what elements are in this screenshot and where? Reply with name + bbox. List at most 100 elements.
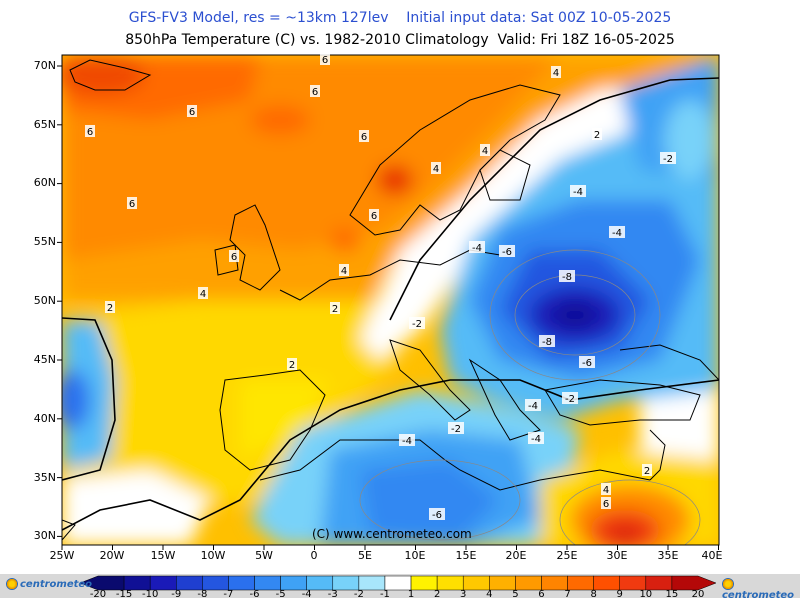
colorbar-cell — [462, 575, 490, 591]
contour-label: -4 — [399, 434, 415, 447]
contour-label: 6 — [127, 197, 137, 210]
svg-text:4: 4 — [433, 164, 439, 175]
contour-label: -4 — [570, 185, 586, 198]
lon-label-15e: 15E — [455, 549, 477, 562]
contour-label: -4 — [525, 399, 541, 412]
svg-text:2: 2 — [332, 304, 338, 315]
colorbar-tick-label: -8 — [197, 589, 208, 600]
colorbar-tick-label: -7 — [223, 589, 234, 600]
lat-label-35n: 35N — [33, 471, 56, 484]
colorbar-cell — [254, 575, 281, 591]
contour-label: 6 — [369, 209, 379, 222]
colorbar-tick-label: 7 — [564, 589, 571, 600]
contour-label: -2 — [562, 392, 578, 405]
colorbar-cell — [489, 575, 516, 591]
contour-label: 2 — [592, 128, 602, 141]
colorbar-tick-label: 8 — [590, 589, 597, 600]
logo-icon — [6, 578, 18, 590]
svg-text:-6: -6 — [582, 358, 592, 369]
colorbar-cell — [228, 575, 255, 591]
svg-text:-2: -2 — [451, 424, 461, 435]
contour-label: -6 — [429, 508, 445, 521]
svg-text:-2: -2 — [412, 319, 422, 330]
contour-label: -8 — [539, 335, 555, 348]
colorbar-cell — [306, 575, 334, 591]
colorbar-tick-label: -6 — [249, 589, 260, 600]
colorbar-cell — [384, 575, 412, 591]
colorbar-tick-label: -15 — [115, 589, 133, 600]
svg-text:-8: -8 — [562, 272, 572, 283]
contour-label: 6 — [310, 85, 320, 98]
colorbar-tick-label: -10 — [142, 589, 159, 600]
brand-logo-left: centrometeo — [6, 578, 92, 590]
contour-label: -2 — [409, 317, 425, 330]
colorbar-tick-label: -20 — [89, 589, 107, 600]
map-frame — [61, 54, 720, 546]
contour-label: 4 — [551, 66, 561, 79]
chart-title: GFS-FV3 Model, res = ~13km 127lev Initia… — [128, 10, 672, 26]
lat-label-30n: 30N — [33, 529, 56, 542]
lon-label-40e: 40E — [701, 549, 723, 562]
contour-label: 4 — [480, 144, 490, 157]
svg-text:6: 6 — [603, 499, 609, 510]
svg-text:-8: -8 — [542, 337, 552, 348]
lon-label-20w: 20W — [99, 549, 125, 562]
svg-text:4: 4 — [341, 266, 347, 277]
colorbar-cell — [123, 575, 151, 591]
logo-icon — [722, 578, 734, 590]
contour-label: 6 — [320, 53, 330, 66]
colorbar-cell — [280, 575, 307, 591]
contour-label: -2 — [448, 422, 464, 435]
colorbar-cell — [671, 575, 717, 591]
svg-text:4: 4 — [482, 146, 488, 157]
colorbar-cell — [332, 575, 360, 591]
contour-label: 6 — [229, 250, 239, 263]
temperature-field — [62, 55, 719, 545]
contour-label: 6 — [601, 497, 611, 510]
svg-text:6: 6 — [371, 211, 377, 222]
contour-label: 2 — [642, 464, 652, 477]
chart-subtitle: 850hPa Temperature (C) vs. 1982-2010 Cli… — [125, 32, 675, 48]
colorbar-cell — [541, 575, 568, 591]
contour-label: 6 — [359, 130, 369, 143]
colorbar-cell — [436, 575, 464, 591]
svg-text:6: 6 — [322, 55, 328, 66]
lon-label-25e: 25E — [556, 549, 578, 562]
colorbar-cell — [410, 575, 438, 591]
contour-label: 4 — [339, 264, 349, 277]
svg-text:-4: -4 — [528, 401, 538, 412]
svg-text:-4: -4 — [402, 436, 412, 447]
svg-text:-6: -6 — [502, 247, 512, 258]
contour-label: -2 — [660, 152, 676, 165]
svg-text:6: 6 — [189, 107, 195, 118]
colorbar-cell — [202, 575, 229, 591]
contour-label: 2 — [330, 302, 340, 315]
colorbar-cell — [567, 575, 594, 591]
brand-logo-right: centrometeo — [722, 578, 800, 601]
colorbar-tick-label: -3 — [327, 589, 338, 600]
contour-label: -6 — [579, 356, 595, 369]
colorbar-cell — [619, 575, 647, 591]
brand-text-right: centrometeo — [722, 590, 795, 601]
colorbar-tick-label: -1 — [379, 589, 390, 600]
colorbar-tick-label: 9 — [616, 589, 623, 600]
lon-label-5e: 5E — [358, 549, 372, 562]
colorbar-cell — [515, 575, 542, 591]
contour-label: -6 — [499, 245, 515, 258]
lat-label-60n: 60N — [33, 176, 56, 189]
svg-text:6: 6 — [312, 87, 318, 98]
lat-label-40n: 40N — [33, 412, 56, 425]
colorbar-tick-label: -4 — [301, 589, 312, 600]
contour-label: 2 — [105, 301, 115, 314]
colorbar-tick-label: 10 — [639, 589, 653, 600]
contour-label: 4 — [431, 162, 441, 175]
colorbar-tick-label: 1 — [407, 589, 415, 600]
contour-label: 6 — [85, 125, 95, 138]
contour-labels: 6 4 6 6 6 6 4 2 4 -2 -4 6 6 -4 -4 -6 6 4 -8 4 2 2 -2 -8 -6 2 -4 -2 -… — [85, 53, 676, 521]
colorbar — [0, 574, 800, 598]
svg-text:-2: -2 — [565, 394, 575, 405]
contour-label: 2 — [287, 358, 297, 371]
colorbar-tick-label: 15 — [665, 589, 679, 600]
lat-label-65n: 65N — [33, 118, 56, 131]
